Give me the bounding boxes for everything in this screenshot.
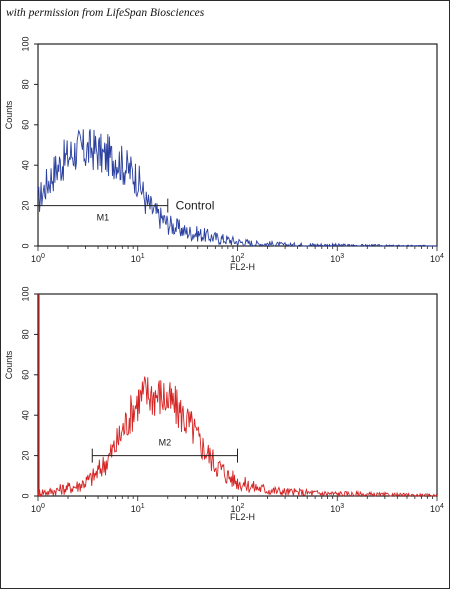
x-axis-label: FL2-H <box>230 512 255 522</box>
annotation-label: Control <box>176 199 215 213</box>
x-tick-label: 100 <box>31 253 45 264</box>
x-tick-label: 101 <box>131 503 145 514</box>
histogram-series <box>37 129 438 248</box>
y-axis-label: Counts <box>4 350 14 379</box>
y-tick-label: 40 <box>20 160 30 170</box>
gate-label: M2 <box>159 438 172 448</box>
x-tick-label: 102 <box>231 503 245 514</box>
x-tick-label: 103 <box>330 253 344 264</box>
histogram-series <box>37 376 438 498</box>
histogram-sample: 0 20 40 60 80 100 Counts 100 101 102 103 104 FL2-H M2 <box>4 286 444 522</box>
x-tick-label: 102 <box>231 253 245 264</box>
y-tick-label: 80 <box>20 79 30 89</box>
x-tick-label: 103 <box>330 503 344 514</box>
y-tick-label: 60 <box>20 120 30 130</box>
x-tick-label: 100 <box>31 503 45 514</box>
y-tick-label: 100 <box>20 286 30 301</box>
x-tick-label: 104 <box>430 253 444 264</box>
y-tick-label: 40 <box>20 410 30 420</box>
y-axis-label: Counts <box>4 100 14 129</box>
gate-label: M1 <box>97 213 110 223</box>
y-tick-label: 80 <box>20 329 30 339</box>
x-tick-label: 101 <box>131 253 145 264</box>
permission-caption: with permission from LifeSpan Bioscience… <box>6 7 205 19</box>
histogram-control: 0 20 40 60 80 100 Counts 100 101 102 103 104 FL2-H M1… <box>4 36 444 272</box>
y-tick-label: 0 <box>20 243 30 248</box>
y-tick-label: 60 <box>20 370 30 380</box>
y-tick-label: 20 <box>20 451 30 461</box>
y-tick-label: 20 <box>20 201 30 211</box>
y-tick-label: 100 <box>20 36 30 51</box>
x-axis-label: FL2-H <box>230 262 255 272</box>
y-tick-label: 0 <box>20 493 30 498</box>
x-tick-label: 104 <box>430 503 444 514</box>
